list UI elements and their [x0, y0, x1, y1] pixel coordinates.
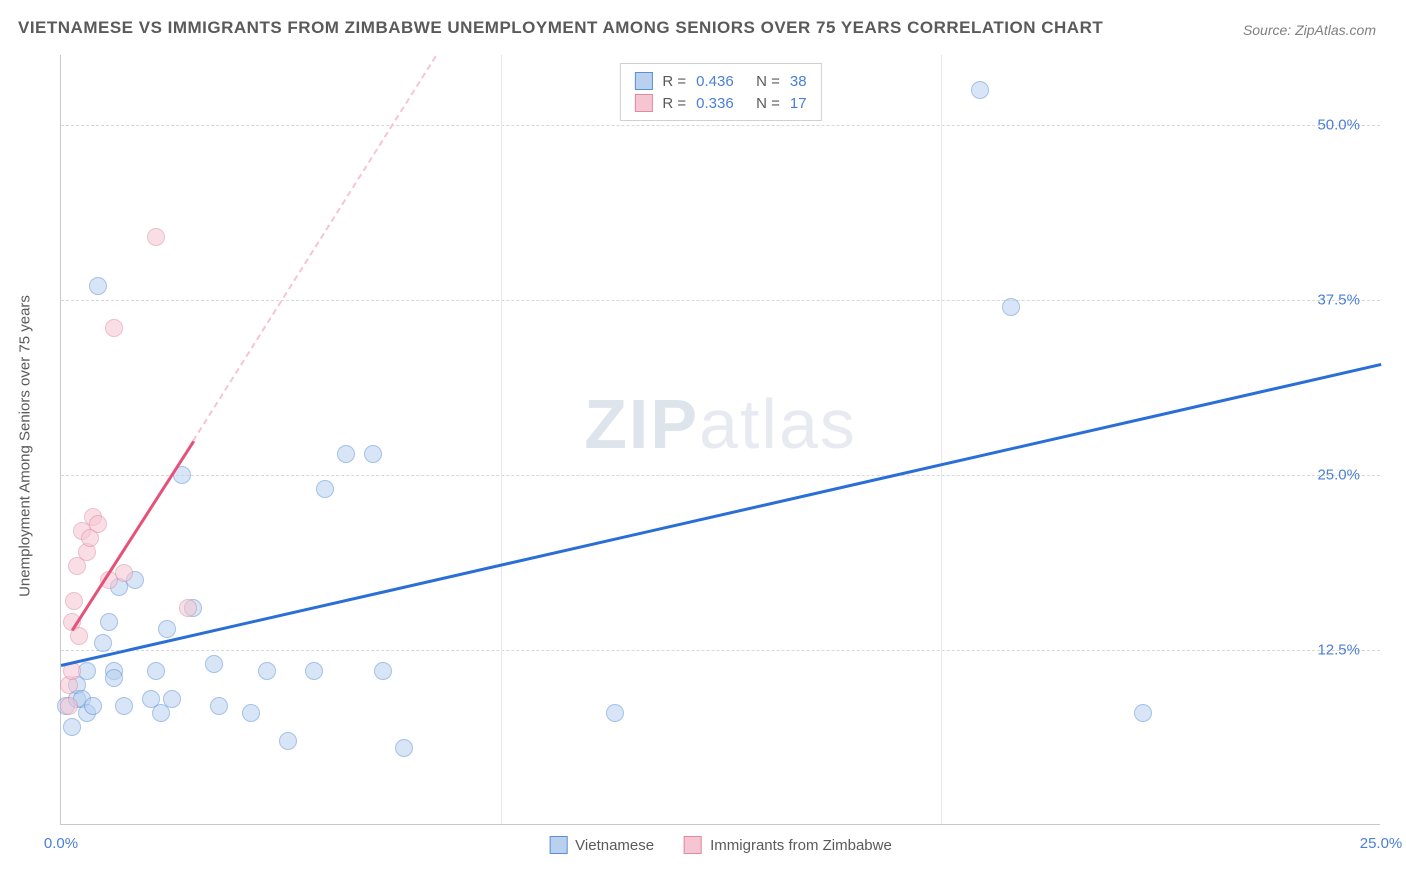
- y-tick-label: 25.0%: [1317, 467, 1360, 484]
- series-legend-item: Vietnamese: [549, 836, 654, 854]
- data-point: [147, 662, 165, 680]
- legend-n-label: N =: [756, 73, 780, 90]
- chart-title: VIETNAMESE VS IMMIGRANTS FROM ZIMBABWE U…: [18, 18, 1103, 38]
- y-axis-title: Unemployment Among Seniors over 75 years: [17, 295, 34, 597]
- series-legend-label: Immigrants from Zimbabwe: [710, 837, 892, 854]
- watermark: ZIPatlas: [584, 384, 857, 464]
- data-point: [115, 564, 133, 582]
- data-point: [84, 697, 102, 715]
- gridline-h: [61, 125, 1380, 126]
- legend-n-label: N =: [756, 95, 780, 112]
- data-point: [163, 690, 181, 708]
- y-tick-label: 50.0%: [1317, 117, 1360, 134]
- series-legend: Vietnamese Immigrants from Zimbabwe: [549, 836, 892, 854]
- data-point: [242, 704, 260, 722]
- data-point: [105, 319, 123, 337]
- legend-swatch: [549, 836, 567, 854]
- watermark-rest: atlas: [699, 385, 857, 463]
- y-tick-label: 12.5%: [1317, 642, 1360, 659]
- data-point: [205, 655, 223, 673]
- legend-row: R = 0.336 N = 17: [634, 92, 806, 114]
- legend-n-value: 17: [790, 95, 807, 112]
- data-point: [337, 445, 355, 463]
- legend-n-value: 38: [790, 73, 807, 90]
- data-point: [374, 662, 392, 680]
- data-point: [279, 732, 297, 750]
- legend-r-value: 0.336: [696, 95, 746, 112]
- data-point: [78, 662, 96, 680]
- data-point: [105, 669, 123, 687]
- data-point: [100, 613, 118, 631]
- data-point: [606, 704, 624, 722]
- data-point: [147, 228, 165, 246]
- series-legend-label: Vietnamese: [575, 837, 654, 854]
- data-point: [1134, 704, 1152, 722]
- data-point: [305, 662, 323, 680]
- data-point: [395, 739, 413, 757]
- scatter-plot-area: ZIPatlas R =0.436N =38R =0.336N =17 Viet…: [60, 55, 1380, 825]
- legend-swatch: [634, 94, 652, 112]
- x-tick-label: 25.0%: [1360, 835, 1403, 852]
- data-point: [158, 620, 176, 638]
- data-point: [210, 697, 228, 715]
- gridline-h: [61, 650, 1380, 651]
- legend-r-value: 0.436: [696, 73, 746, 90]
- data-point: [179, 599, 197, 617]
- data-point: [1002, 298, 1020, 316]
- legend-swatch: [634, 72, 652, 90]
- trendline: [61, 363, 1382, 666]
- gridline-h: [61, 300, 1380, 301]
- data-point: [115, 697, 133, 715]
- watermark-bold: ZIP: [584, 385, 699, 463]
- gridline-v: [941, 55, 942, 824]
- source-attribution: Source: ZipAtlas.com: [1243, 22, 1376, 38]
- series-legend-item: Immigrants from Zimbabwe: [684, 836, 892, 854]
- correlation-legend: R = 0.436 N = 38 R = 0.336 N = 17: [619, 63, 821, 121]
- x-tick-label: 0.0%: [44, 835, 78, 852]
- data-point: [65, 592, 83, 610]
- data-point: [89, 277, 107, 295]
- y-tick-label: 37.5%: [1317, 292, 1360, 309]
- legend-swatch: [684, 836, 702, 854]
- data-point: [316, 480, 334, 498]
- data-point: [94, 634, 112, 652]
- gridline-v: [501, 55, 502, 824]
- data-point: [60, 697, 78, 715]
- data-point: [89, 515, 107, 533]
- legend-row: R = 0.436 N = 38: [634, 70, 806, 92]
- data-point: [971, 81, 989, 99]
- gridline-h: [61, 475, 1380, 476]
- legend-r-label: R =: [662, 73, 686, 90]
- data-point: [258, 662, 276, 680]
- data-point: [364, 445, 382, 463]
- data-point: [63, 718, 81, 736]
- legend-r-label: R =: [662, 95, 686, 112]
- trendline-extrapolated: [192, 55, 437, 441]
